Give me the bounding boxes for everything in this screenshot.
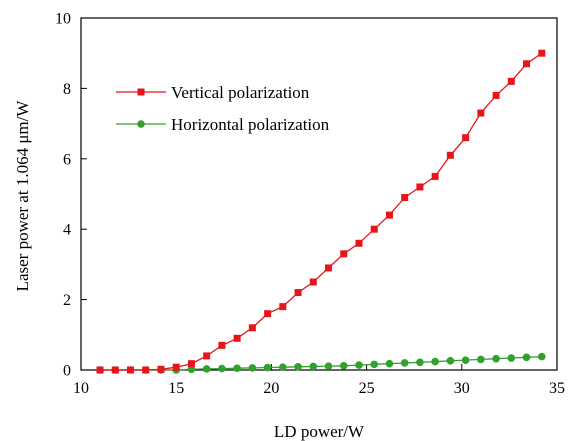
data-point bbox=[127, 366, 135, 374]
data-point bbox=[96, 366, 104, 374]
data-point bbox=[477, 109, 485, 117]
data-point bbox=[187, 365, 196, 374]
x-tick-label: 10 bbox=[73, 380, 89, 397]
legend-item-horizontal: Horizontal polarization bbox=[116, 115, 330, 134]
y-tick-label: 0 bbox=[63, 363, 71, 380]
data-point bbox=[431, 357, 439, 366]
x-axis-title: LD power/W bbox=[274, 422, 365, 441]
x-tick-label: 15 bbox=[168, 380, 184, 397]
data-point bbox=[370, 360, 379, 369]
ticks-layer: 10 15 20 25 30 35 0 2 4 6 8 10 bbox=[55, 11, 565, 398]
data-point bbox=[309, 362, 318, 371]
x-tick-label: 30 bbox=[454, 380, 470, 397]
data-point bbox=[157, 365, 165, 373]
data-point bbox=[355, 361, 363, 369]
data-point bbox=[492, 91, 500, 99]
data-point bbox=[492, 354, 500, 363]
data-point bbox=[279, 363, 287, 371]
data-point bbox=[401, 194, 409, 202]
legend-marker-vertical bbox=[137, 88, 145, 96]
data-point bbox=[279, 303, 287, 311]
data-point bbox=[446, 357, 455, 365]
legend: Vertical polarization Horizontal polariz… bbox=[116, 83, 330, 134]
data-point bbox=[523, 60, 531, 68]
data-point bbox=[538, 49, 546, 57]
x-tick-label: 35 bbox=[549, 380, 565, 397]
data-point bbox=[507, 77, 515, 85]
data-point bbox=[294, 289, 302, 297]
data-point bbox=[400, 359, 409, 367]
data-point bbox=[248, 324, 256, 332]
y-tick-label: 4 bbox=[63, 222, 71, 239]
data-point bbox=[522, 353, 531, 362]
legend-label-vertical: Vertical polarization bbox=[171, 83, 310, 102]
data-point bbox=[203, 352, 211, 360]
data-point bbox=[263, 363, 272, 372]
y-tick-label: 6 bbox=[63, 151, 71, 168]
data-point bbox=[202, 365, 211, 373]
y-tick-label: 8 bbox=[63, 81, 71, 98]
data-point bbox=[507, 354, 516, 362]
plot-frame bbox=[80, 17, 558, 371]
data-point bbox=[233, 334, 241, 342]
data-point bbox=[446, 151, 454, 159]
series-vertical bbox=[96, 49, 546, 374]
data-point bbox=[385, 211, 393, 219]
data-point bbox=[111, 366, 119, 374]
y-tick-label: 2 bbox=[63, 292, 71, 309]
data-point bbox=[325, 264, 333, 272]
data-point bbox=[218, 341, 226, 349]
data-point bbox=[340, 250, 348, 258]
data-point bbox=[462, 134, 470, 142]
data-point bbox=[264, 310, 272, 318]
data-point bbox=[248, 364, 257, 372]
legend-label-horizontal: Horizontal polarization bbox=[171, 115, 330, 134]
data-point bbox=[385, 359, 394, 368]
y-axis-title: Laser power at 1.064 μm/W bbox=[13, 100, 32, 292]
data-point bbox=[537, 352, 546, 361]
series-line bbox=[100, 52, 543, 371]
data-point bbox=[355, 239, 363, 247]
data-point bbox=[218, 364, 226, 373]
x-tick-label: 20 bbox=[263, 380, 279, 397]
data-point bbox=[370, 225, 378, 233]
y-tick-label: 10 bbox=[55, 11, 71, 28]
legend-item-vertical: Vertical polarization bbox=[116, 83, 310, 102]
data-point bbox=[431, 172, 439, 180]
data-point bbox=[324, 362, 333, 370]
data-point bbox=[339, 361, 348, 370]
data-point bbox=[461, 356, 470, 364]
data-point bbox=[416, 358, 424, 367]
data-point bbox=[233, 364, 241, 373]
data-point bbox=[142, 366, 150, 374]
data-point bbox=[309, 278, 317, 286]
data-point bbox=[416, 183, 424, 191]
data-point bbox=[172, 363, 180, 371]
data-point bbox=[187, 360, 195, 368]
data-point bbox=[294, 363, 302, 371]
data-point bbox=[477, 355, 485, 364]
series-layer bbox=[96, 49, 546, 374]
x-tick-label: 25 bbox=[359, 380, 375, 397]
legend-marker-horizontal bbox=[137, 120, 145, 128]
